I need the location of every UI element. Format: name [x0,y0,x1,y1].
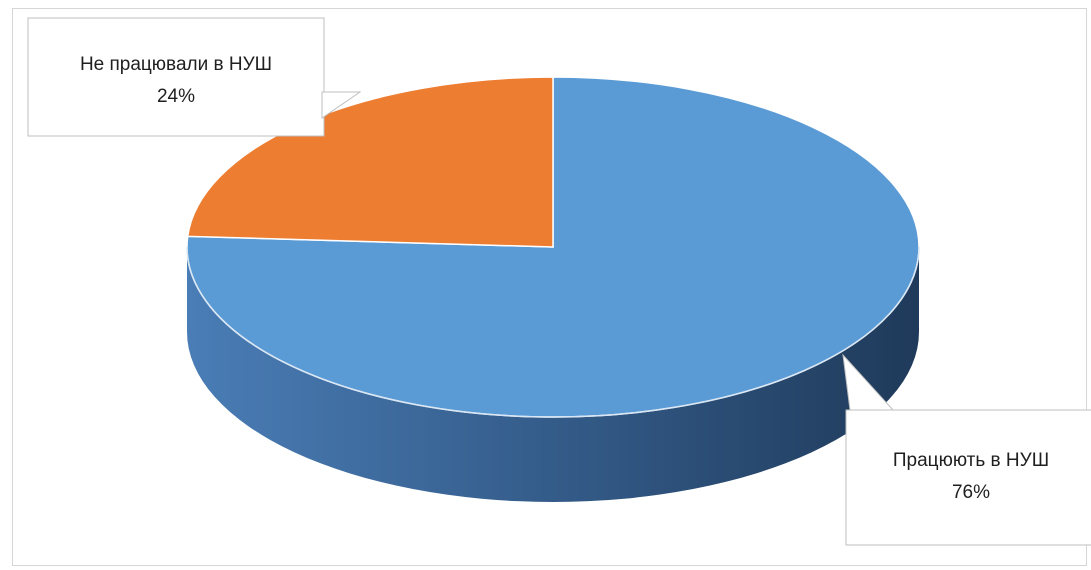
data-label-category: Не працювали в НУШ [80,54,272,75]
data-label-pointer [321,91,362,119]
pie-rim [186,246,920,418]
data-label-box [845,409,1091,546]
data-label-0: Працюють в НУШ 76% [842,353,1091,546]
pie-slice-0-side [187,247,919,502]
data-label-category: Працюють в НУШ [893,450,1049,471]
data-label-box [27,17,325,137]
data-label-pointer [842,353,895,411]
data-label-percent: 24% [157,86,195,107]
data-label-percent: 76% [952,482,990,503]
data-label-1: Не працювали в НУШ 24% [27,17,362,137]
